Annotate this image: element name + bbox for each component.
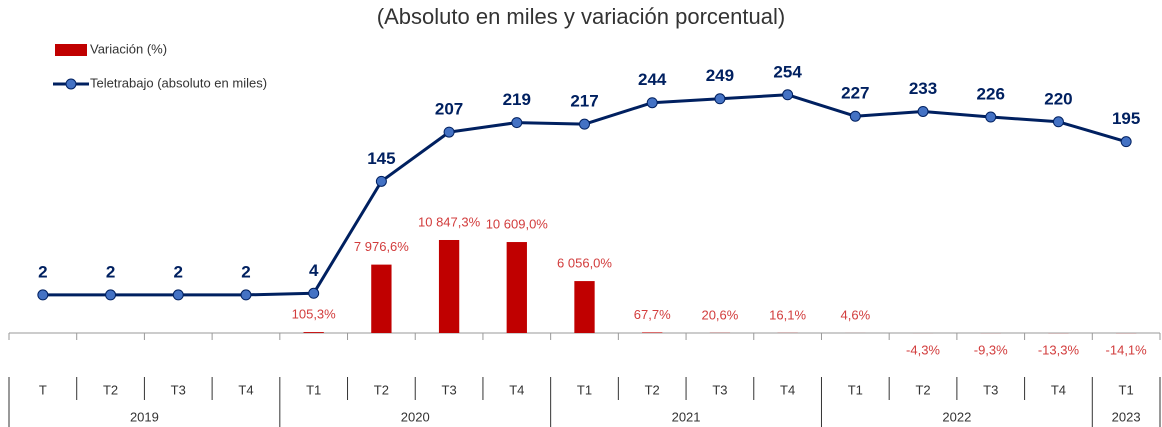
data-label: 220 [1044,89,1072,108]
x-tick-label: T4 [238,382,253,397]
bar [438,239,460,333]
group-label: 2022 [942,409,971,424]
marker [172,289,184,301]
group-label: 2019 [130,409,159,424]
data-label: -9,3% [974,342,1008,357]
group-label: 2020 [401,409,430,424]
data-label: 219 [503,90,531,109]
x-tick-label: T1 [306,382,321,397]
bar [303,332,324,333]
x-tick-label: T1 [577,382,592,397]
marker [917,105,929,117]
data-label: 207 [435,100,463,119]
marker [375,175,387,187]
marker [849,110,861,122]
marker [511,117,523,129]
data-label: 249 [706,66,734,85]
x-tick-label: T2 [915,382,930,397]
x-tick-label: T3 [442,382,457,397]
data-label: -4,3% [906,342,940,357]
x-tick-label: T1 [1119,382,1134,397]
marker [782,89,794,101]
bar [506,242,527,333]
data-label: -14,1% [1106,342,1148,357]
data-label: 226 [977,85,1005,104]
data-label: 227 [841,84,869,103]
marker [240,289,252,301]
data-label: 6 056,0% [557,256,612,271]
marker [714,93,726,105]
legend-label: Teletrabajo (absoluto en miles) [90,75,267,90]
marker [646,97,658,109]
data-label: 20,6% [701,307,738,322]
legend-swatch [65,78,77,90]
legend-label: Variación (%) [90,41,167,56]
data-label: 145 [367,149,395,168]
marker [985,111,997,123]
data-label: 244 [638,70,667,89]
data-label: 16,1% [769,307,806,322]
x-tick-label: T4 [1051,382,1066,397]
marker [579,118,590,130]
data-label: -13,3% [1038,342,1080,357]
data-label: 105,3% [292,307,337,322]
marker [308,287,320,299]
data-label: 2 [38,262,47,281]
data-label: 254 [773,62,802,81]
x-tick-label: T3 [983,382,998,397]
marker [105,289,117,301]
marker [37,289,49,301]
data-label: 4 [309,261,319,280]
data-label: 2 [174,262,183,281]
bar [574,281,595,333]
x-tick-label: T1 [848,382,863,397]
x-tick-label: T3 [712,382,727,397]
data-label: 2 [241,262,250,281]
data-label: 217 [570,92,598,111]
marker [1120,136,1132,148]
data-label: 233 [909,79,937,98]
data-label: 10 847,3% [418,214,481,229]
legend-swatch [55,44,87,56]
bar [642,332,663,333]
x-tick-label: T2 [103,382,118,397]
data-label: 2 [106,262,115,281]
data-label: 7 976,6% [354,239,409,254]
x-tick-label: T3 [171,382,186,397]
x-tick-label: T2 [645,382,660,397]
group-label: 2021 [672,409,701,424]
data-label: 67,7% [634,307,671,322]
marker [1052,116,1064,128]
data-label: 195 [1112,109,1140,128]
chart-title: (Absoluto en miles y variación porcentua… [377,4,785,29]
x-tick-label: T4 [780,382,795,397]
x-tick-label: T2 [374,382,389,397]
data-label: 4,6% [841,307,871,322]
x-tick-label: T4 [509,382,524,397]
marker [443,126,455,138]
group-label: 2023 [1112,409,1141,424]
data-label: 10 609,0% [486,216,549,231]
bar [371,264,392,333]
x-tick-label: T [39,382,47,397]
